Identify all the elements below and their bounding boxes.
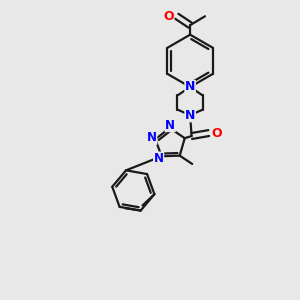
Text: N: N xyxy=(154,152,164,165)
Text: N: N xyxy=(165,118,175,131)
Text: N: N xyxy=(185,80,195,94)
Text: N: N xyxy=(185,109,195,122)
Text: N: N xyxy=(147,131,157,144)
Text: O: O xyxy=(163,10,174,23)
Text: O: O xyxy=(211,127,222,140)
